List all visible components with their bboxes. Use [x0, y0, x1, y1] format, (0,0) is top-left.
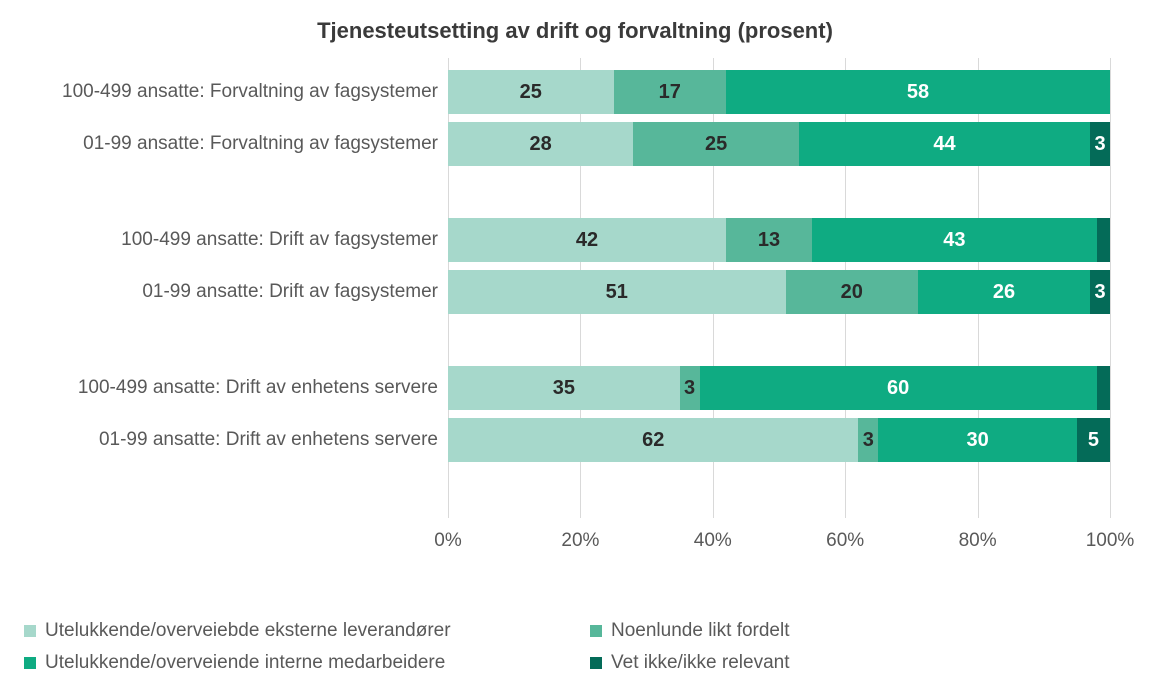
category-label: 01-99 ansatte: Drift av fagsystemer [8, 270, 438, 314]
plot-area: 2517582825443421343512026335360623305 [448, 58, 1110, 518]
bar-row: 5120263 [448, 270, 1110, 314]
x-tick-label: 20% [561, 530, 599, 552]
gridline [1110, 58, 1111, 518]
bar-segment: 17 [614, 70, 727, 114]
bar-segment: 35 [448, 366, 680, 410]
legend-item: Vet ikke/ikke relevant [590, 652, 1126, 674]
x-tick-label: 80% [959, 530, 997, 552]
bar-segment: 13 [726, 218, 812, 262]
bar-row: 421343 [448, 218, 1110, 262]
bar-row: 2825443 [448, 122, 1110, 166]
bar-segment: 28 [448, 122, 633, 166]
x-tick-label: 60% [826, 530, 864, 552]
chart-area: 100-499 ansatte: Forvaltning av fagsyste… [8, 58, 1130, 568]
legend-swatch [590, 625, 602, 637]
x-tick-label: 40% [694, 530, 732, 552]
legend-swatch [590, 657, 602, 669]
bar-row: 35360 [448, 366, 1110, 410]
category-label: 01-99 ansatte: Forvaltning av fagsysteme… [8, 122, 438, 166]
bar-segment: 42 [448, 218, 726, 262]
bar-segment: 62 [448, 418, 858, 462]
bar-segment: 43 [812, 218, 1097, 262]
legend-item: Utelukkende/overveiebde eksterne leveran… [24, 620, 560, 642]
category-label: 100-499 ansatte: Forvaltning av fagsyste… [8, 70, 438, 114]
bar-segment [1097, 218, 1110, 262]
legend-label: Noenlunde likt fordelt [611, 620, 790, 642]
bar-segment: 3 [858, 418, 878, 462]
legend-label: Utelukkende/overveiende interne medarbei… [45, 652, 445, 674]
bar-segment: 25 [448, 70, 614, 114]
legend-item: Noenlunde likt fordelt [590, 620, 1126, 642]
bar-segment: 30 [878, 418, 1077, 462]
bar-row: 623305 [448, 418, 1110, 462]
bar-segment: 3 [1090, 122, 1110, 166]
category-label: 100-499 ansatte: Drift av fagsystemer [8, 218, 438, 262]
legend-label: Vet ikke/ikke relevant [611, 652, 789, 674]
bar-segment [1097, 366, 1110, 410]
legend-label: Utelukkende/overveiebde eksterne leveran… [45, 620, 451, 642]
bar-row: 251758 [448, 70, 1110, 114]
bar-segment: 58 [726, 70, 1110, 114]
bar-segment: 3 [680, 366, 700, 410]
bar-segment: 44 [799, 122, 1090, 166]
legend-item: Utelukkende/overveiende interne medarbei… [24, 652, 560, 674]
category-label: 01-99 ansatte: Drift av enhetens servere [8, 418, 438, 462]
x-tick-label: 100% [1086, 530, 1135, 552]
x-tick-label: 0% [434, 530, 461, 552]
bar-segment: 3 [1090, 270, 1110, 314]
legend-swatch [24, 657, 36, 669]
bar-segment: 51 [448, 270, 786, 314]
bar-segment: 20 [786, 270, 918, 314]
chart-title: Tjenesteutsetting av drift og forvaltnin… [0, 0, 1150, 58]
bar-segment: 25 [633, 122, 799, 166]
bar-segment: 5 [1077, 418, 1110, 462]
legend-swatch [24, 625, 36, 637]
bar-segment: 60 [700, 366, 1097, 410]
legend: Utelukkende/overveiebde eksterne leveran… [24, 620, 1126, 674]
category-label: 100-499 ansatte: Drift av enhetens serve… [8, 366, 438, 410]
bar-segment: 26 [918, 270, 1090, 314]
